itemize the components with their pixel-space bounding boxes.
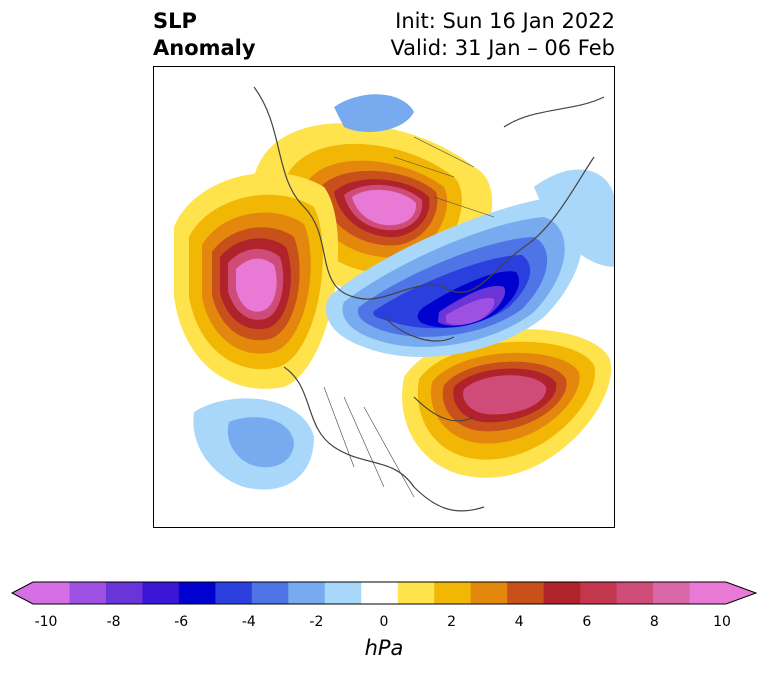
- colorbar-tick-label: 0: [379, 614, 389, 630]
- colorbar-segment: [69, 582, 107, 604]
- colorbar-segment: [580, 582, 618, 604]
- negative-anomaly-north: [334, 94, 414, 132]
- colorbar-segment: [142, 582, 180, 604]
- init-date: Init: Sun 16 Jan 2022: [395, 9, 615, 33]
- colorbar-segment: [12, 582, 70, 604]
- colorbar-segment: [689, 582, 756, 604]
- coastlines: [253, 86, 605, 512]
- positive-anomaly-west: [174, 172, 339, 389]
- colorbar-segment: [324, 582, 362, 604]
- colorbar-segment: [178, 582, 216, 604]
- colorbar-segment: [105, 582, 143, 604]
- colorbar-tick-label: -2: [309, 614, 324, 630]
- colorbar-tick-label: 6: [582, 614, 592, 630]
- colorbar-svg: [10, 581, 758, 605]
- colorbar-segment: [361, 582, 399, 604]
- positive-anomaly-southeast: [402, 329, 612, 478]
- colorbar-segment: [215, 582, 253, 604]
- negative-anomaly-north-america: [193, 398, 314, 490]
- colorbar-segment: [616, 582, 654, 604]
- anomaly-map: [174, 86, 614, 512]
- colorbar-segment: [288, 582, 326, 604]
- colorbar-tick-label: 2: [447, 614, 457, 630]
- title-left: SLP Anomaly: [153, 8, 256, 62]
- colorbar-segment: [397, 582, 435, 604]
- colorbar-segment: [507, 582, 545, 604]
- borders: [323, 136, 495, 498]
- colorbar-tick-label: -4: [241, 614, 256, 630]
- colorbar-segment: [653, 582, 691, 604]
- title-type: Anomaly: [153, 36, 256, 60]
- colorbar-tick-label: 8: [649, 614, 659, 630]
- colorbar-segment: [543, 582, 581, 604]
- colorbar-segment: [470, 582, 508, 604]
- map-panel: [153, 66, 615, 528]
- colorbar-outline: [10, 581, 758, 605]
- colorbar-segment: [251, 582, 289, 604]
- colorbar-tick-label: -6: [174, 614, 189, 630]
- negative-anomaly-central: [325, 197, 583, 357]
- colorbar-unit: hPa: [364, 636, 404, 660]
- colorbar-tick-label: 4: [514, 614, 524, 630]
- colorbar-tick-label: -10: [34, 614, 58, 630]
- colorbar-segment: [434, 582, 472, 604]
- colorbar-tick-label: -8: [106, 614, 121, 630]
- title-right: Init: Sun 16 Jan 2022 Valid: 31 Jan – 06…: [390, 8, 615, 62]
- valid-range: Valid: 31 Jan – 06 Feb: [390, 36, 615, 60]
- colorbar-tick-label: 10: [713, 614, 731, 630]
- title-variable: SLP: [153, 9, 197, 33]
- colorbar: [10, 578, 758, 612]
